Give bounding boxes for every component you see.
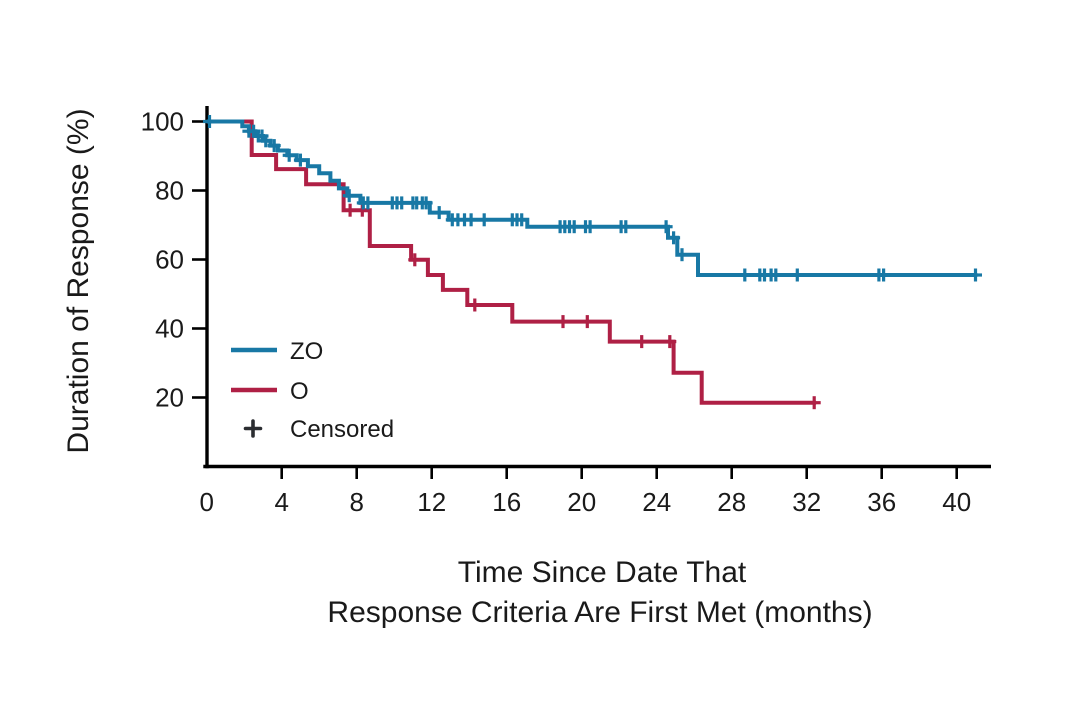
y-tick-label: 40 — [155, 314, 184, 344]
x-tick-label: 40 — [942, 487, 971, 517]
x-tick-label: 36 — [867, 487, 896, 517]
plot-area: 20 40 60 80 100 0 4 8 12 16 20 24 28 32 36 40 — [141, 106, 991, 517]
x-axis-title-line1: Time Since Date That — [458, 556, 747, 589]
x-tick-label: 4 — [274, 487, 288, 517]
y-tick-label: 100 — [141, 107, 184, 137]
x-tick-label: 16 — [492, 487, 521, 517]
censored-plus-icon — [243, 419, 263, 438]
zo-survival-curve — [206, 119, 978, 277]
legend-zo-label: ZO — [290, 338, 323, 365]
y-tick-label: 20 — [155, 383, 184, 413]
y-tick-label: 60 — [155, 245, 184, 275]
x-tick-label: 8 — [349, 487, 363, 517]
x-tick-label: 28 — [717, 487, 746, 517]
y-tick-label: 80 — [155, 176, 184, 206]
x-tick-label: 32 — [792, 487, 821, 517]
x-axis-title-line2: Response Criteria Are First Met (months) — [327, 596, 872, 629]
x-tick-label: 12 — [417, 487, 446, 517]
x-tick-label: 0 — [199, 487, 213, 517]
x-tick-label: 20 — [567, 487, 596, 517]
x-tick-label: 24 — [642, 487, 671, 517]
y-axis-title: Duration of Response (%) — [62, 108, 95, 453]
legend-censored-label: Censored — [290, 416, 394, 443]
legend: ZO O Censored — [231, 338, 394, 443]
legend-o-label: O — [290, 378, 309, 405]
